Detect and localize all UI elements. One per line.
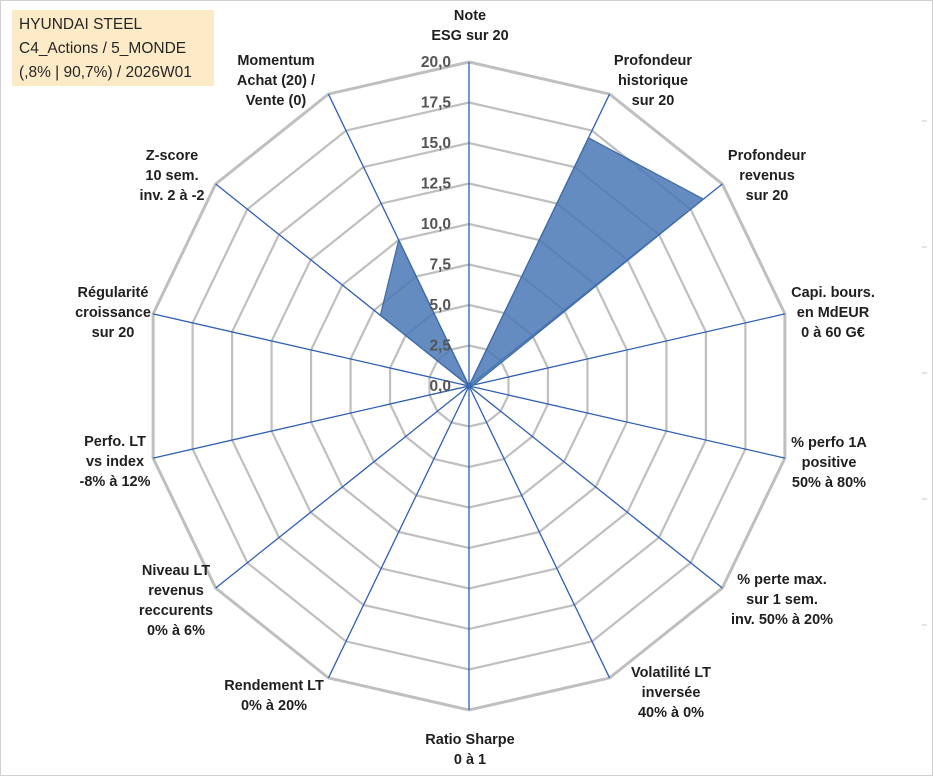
spoke-11	[152, 313, 470, 387]
axis-label-5: % perte max. sur 1 sem. inv. 50% à 20%	[731, 572, 833, 628]
tick-label-8: 20,0	[421, 54, 451, 71]
axis-label-1: Profondeur historique sur 20	[614, 53, 692, 109]
tick-label-5: 12,5	[421, 176, 452, 193]
spoke-5	[468, 385, 723, 589]
radar-axis-labels: Note ESG sur 20 Profondeur historique sur 20…	[75, 8, 875, 768]
spoke-4	[468, 385, 786, 459]
axis-label-2: Profondeur revenus sur 20	[728, 148, 806, 204]
info-company: HYUNDAI STEEL	[19, 16, 143, 33]
axis-label-8: Rendement LT 0% à 20%	[224, 678, 324, 714]
series-area	[379, 137, 705, 410]
axis-label-9: Niveau LT revenus reccurents 0% à 6%	[139, 563, 213, 639]
right-edge-marks	[922, 120, 927, 626]
radar-series	[379, 137, 705, 410]
spoke-6	[468, 385, 611, 679]
axis-label-12: Z-score 10 sem. inv. 2 à -2	[139, 148, 204, 204]
axis-label-3: Capi. bours. en MdEUR 0 à 60 G€	[791, 285, 875, 341]
spoke-10	[152, 385, 470, 459]
axis-label-4: % perfo 1A positive 50% à 80%	[791, 435, 867, 491]
axis-label-11: Régularité croissance sur 20	[75, 285, 151, 341]
spoke-3	[468, 313, 786, 387]
info-category: C4_Actions / 5_MONDE	[19, 40, 187, 57]
spoke-8	[327, 385, 470, 679]
tick-label-7: 17,5	[421, 95, 452, 112]
axis-label-10: Perfo. LT vs index -8% à 12%	[80, 434, 151, 490]
radar-ticks: 0,0 2,5 5,0 7,5 10,0 12,5 15,0 17,5 20,0	[421, 54, 452, 395]
axis-label-6: Volatilité LT inversée 40% à 0%	[631, 665, 711, 721]
axis-label-13: Momentum Achat (20) / Vente (0)	[237, 53, 315, 109]
tick-label-2: 5,0	[429, 297, 451, 314]
axis-label-7: Ratio Sharpe 0 à 1	[425, 732, 514, 768]
tick-label-4: 10,0	[421, 216, 451, 233]
spoke-9	[215, 385, 470, 589]
info-box: HYUNDAI STEEL C4_Actions / 5_MONDE (,8% …	[12, 10, 214, 86]
tick-label-3: 7,5	[429, 257, 451, 274]
tick-label-6: 15,0	[421, 135, 451, 152]
axis-label-0: Note ESG sur 20	[431, 8, 508, 44]
tick-label-1: 2,5	[429, 338, 451, 355]
tick-label-0: 0,0	[429, 378, 451, 395]
info-period: (,8% | 90,7%) / 2026W01	[19, 64, 192, 81]
